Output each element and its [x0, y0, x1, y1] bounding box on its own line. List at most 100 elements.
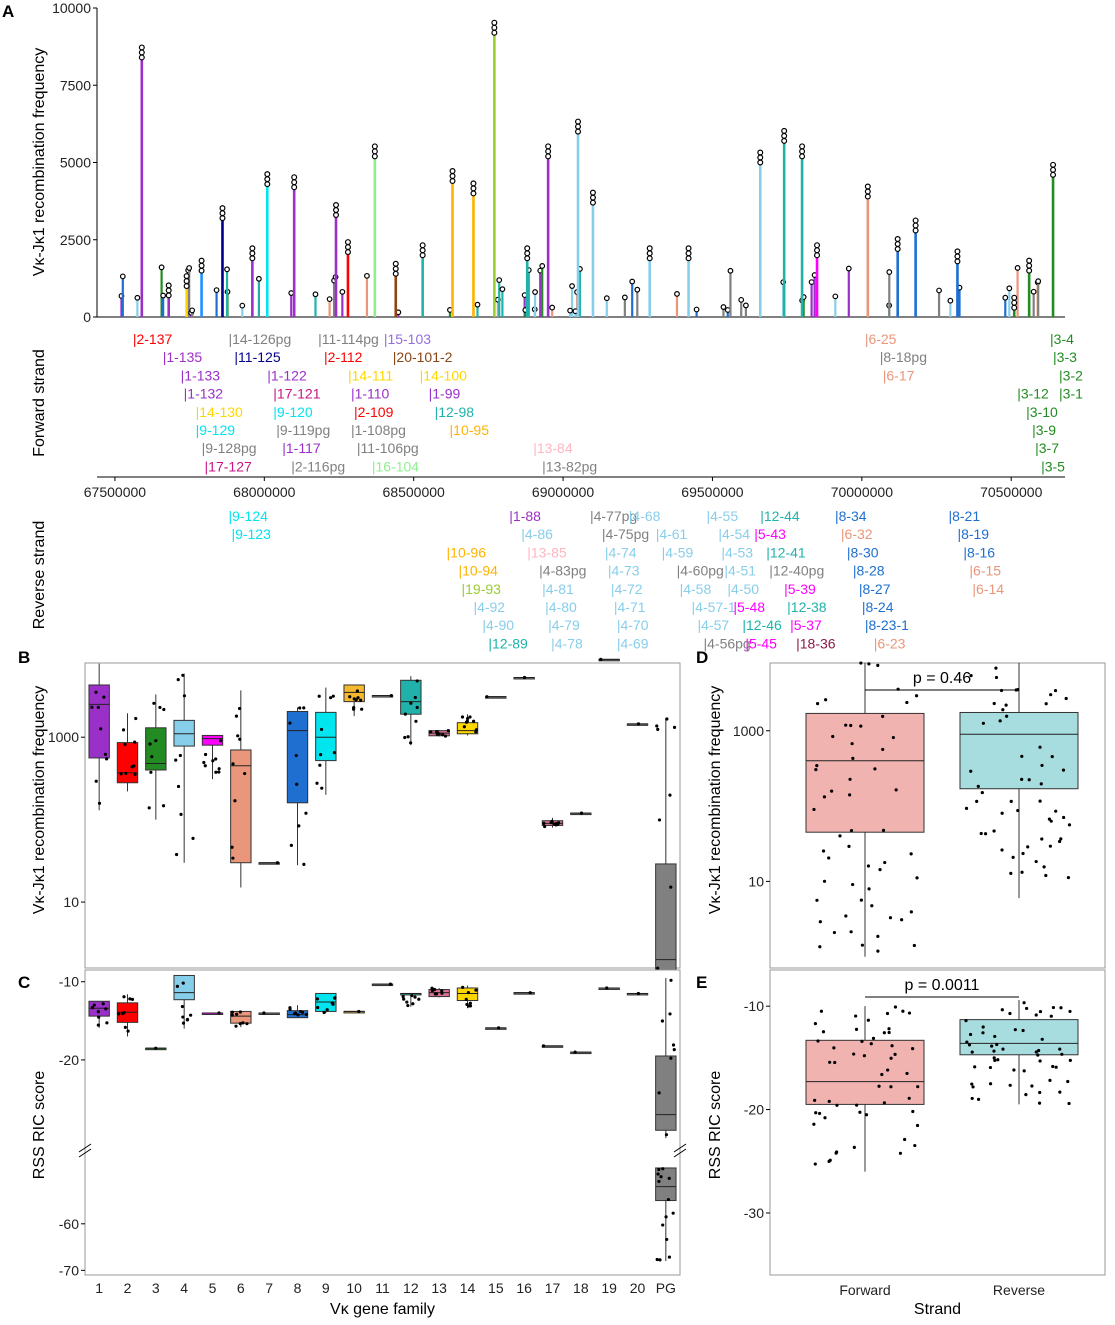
data-point [90, 705, 94, 709]
reverse-gene-label: |4-57-1 [692, 599, 736, 615]
data-point [873, 767, 877, 771]
x-tick-label: 8 [294, 1280, 302, 1296]
data-point [436, 731, 440, 735]
data-point [813, 1162, 817, 1166]
data-point [858, 1110, 862, 1114]
reverse-gene-label: |8-28 [853, 563, 885, 579]
reverse-gene-label: |10-96 [447, 544, 487, 560]
forward-gene-label: |15-103 [384, 331, 431, 347]
replicate-point [264, 176, 271, 183]
data-point [332, 751, 336, 755]
data-point [1038, 1059, 1042, 1063]
data-point [103, 752, 108, 756]
reverse-gene-label: |8-24 [862, 599, 894, 615]
x-tick-label: 9 [322, 1280, 330, 1296]
data-point [121, 728, 126, 732]
reverse-gene-label: |5-48 [733, 599, 765, 615]
data-point [356, 696, 360, 700]
data-point [440, 989, 444, 993]
data-point [1000, 811, 1004, 815]
data-point [176, 784, 181, 789]
forward-gene-label: |3-9 [1032, 422, 1056, 438]
y-tick-label: -70 [59, 1262, 79, 1278]
data-point [474, 728, 479, 732]
data-point [211, 759, 215, 763]
plot-frame [769, 969, 1106, 1276]
data-point [1001, 708, 1005, 712]
data-point [827, 1159, 831, 1163]
replicate-point [264, 171, 271, 178]
reverse-gene-label: |4-61 [656, 526, 688, 542]
data-point [1066, 1079, 1070, 1084]
reverse-gene-label: |4-68 [629, 508, 661, 524]
forward-gene-label: |1-110 [351, 386, 390, 402]
box [88, 684, 110, 759]
data-point [844, 914, 848, 918]
replicate-point [138, 49, 145, 56]
data-point [661, 1223, 665, 1227]
replicate-point [629, 278, 636, 285]
forward-gene-label: |12-98 [435, 404, 475, 420]
data-point [417, 997, 421, 1001]
data-point [158, 705, 162, 710]
genome-tick-label: 70000000 [831, 484, 894, 500]
replicate-point [814, 252, 821, 259]
replicate-point [575, 123, 582, 130]
replicate-point [213, 287, 220, 294]
data-point [903, 1137, 907, 1142]
forward-gene-label: |2-112 [324, 349, 363, 365]
data-point [304, 1012, 308, 1017]
data-point [1034, 1050, 1038, 1054]
data-point [1022, 1069, 1026, 1073]
replicate-point [757, 159, 764, 166]
data-point [1049, 693, 1053, 697]
data-point [996, 1058, 1000, 1062]
data-point [123, 742, 127, 746]
data-point [890, 1044, 894, 1048]
data-point [657, 1091, 661, 1095]
data-point [189, 1013, 193, 1017]
data-point [474, 988, 478, 992]
data-point [831, 734, 835, 739]
x-tick-label: 15 [488, 1280, 504, 1296]
genome-tick-label: 68500000 [383, 484, 446, 500]
data-point [293, 1012, 297, 1016]
replicate-point [239, 302, 246, 309]
data-point [241, 1021, 245, 1025]
replicate-point [954, 258, 961, 265]
forward-gene-label: |9-120 [273, 404, 313, 420]
replicate-point [886, 269, 893, 275]
data-point [905, 700, 909, 705]
data-point [1022, 1001, 1026, 1005]
data-point [883, 860, 887, 865]
data-point [466, 990, 470, 995]
y-axis-title: Vκ-Jκ1 recombination frequency [31, 686, 48, 915]
data-point [655, 1257, 659, 1262]
data-point [881, 828, 886, 832]
data-point [411, 1002, 415, 1006]
data-point [102, 695, 106, 699]
data-point [1024, 1093, 1028, 1097]
replicate-point [186, 265, 193, 271]
replicate-point [364, 272, 370, 279]
replicate-point [539, 263, 546, 269]
data-point [464, 720, 469, 724]
data-point [876, 949, 880, 953]
data-point [910, 1047, 915, 1051]
data-point [869, 1042, 873, 1046]
data-point [862, 1054, 866, 1058]
x-tick-label: 1 [95, 1280, 103, 1296]
replicate-point [333, 202, 340, 209]
data-point [238, 737, 242, 741]
y-tick-label: 10 [63, 894, 79, 910]
data-point [976, 784, 980, 788]
reverse-gene-label: |8-21 [948, 508, 980, 524]
data-point [669, 885, 673, 889]
data-point [440, 991, 444, 995]
data-point [1013, 1028, 1017, 1032]
reverse-gene-label: |6-23 [874, 635, 906, 651]
data-point [1040, 763, 1044, 768]
data-point [556, 821, 561, 825]
replicate-point [1011, 294, 1018, 301]
replicate-point [474, 301, 481, 308]
